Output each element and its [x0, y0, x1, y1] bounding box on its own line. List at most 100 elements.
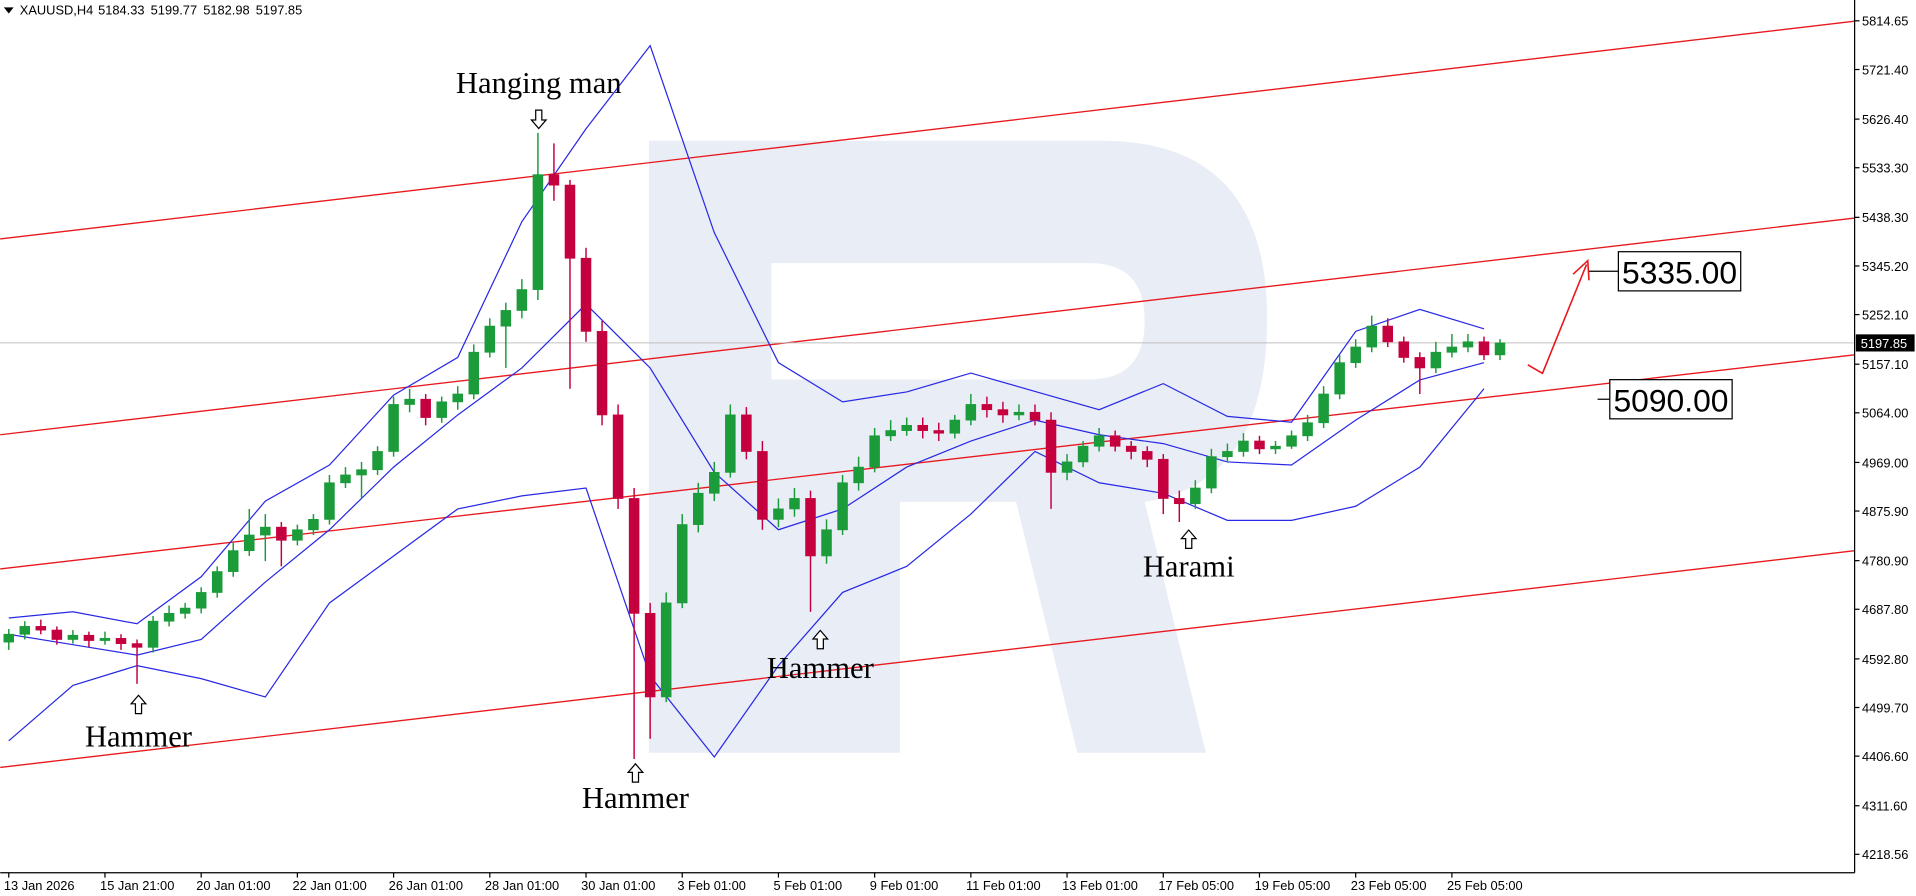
- annotation: Hammer: [582, 781, 689, 815]
- candle-body: [789, 498, 800, 510]
- x-tick-label: 25 Feb 05:00: [1447, 878, 1523, 893]
- candle-body: [1254, 440, 1265, 450]
- candle-body: [821, 529, 832, 557]
- y-tick-label: 4406.60: [1862, 749, 1908, 764]
- candle-body: [131, 643, 143, 648]
- annotation-arrow: [129, 694, 148, 715]
- channel-line: [0, 354, 1855, 570]
- x-tick-label: 13 Jan 2026: [4, 878, 75, 893]
- candle-body: [99, 638, 111, 641]
- y-tick-label: 4311.60: [1862, 799, 1907, 814]
- band-line: [8, 44, 1485, 625]
- candle-body: [805, 498, 816, 557]
- header-triangle: [3, 7, 14, 14]
- x-tick-label: 19 Feb 05:00: [1255, 878, 1331, 893]
- candle-body: [115, 638, 127, 645]
- candle-body: [1238, 440, 1249, 452]
- candle-body: [147, 620, 159, 648]
- candle-body: [452, 393, 463, 403]
- candle-body: [67, 634, 79, 640]
- candle-body: [1446, 346, 1458, 353]
- annotation: Hammer: [767, 651, 874, 685]
- x-tick-label: 9 Feb 01:00: [870, 878, 939, 893]
- candle-body: [1334, 362, 1345, 395]
- candle-body: [1206, 456, 1217, 489]
- candle-body: [244, 534, 255, 552]
- header-value: 5182.98: [203, 3, 249, 18]
- candle-body: [340, 474, 351, 484]
- candle-body: [1398, 341, 1410, 358]
- y-tick-label: 4875.90: [1862, 504, 1908, 519]
- candle-body: [596, 330, 608, 416]
- candle-body: [227, 550, 239, 572]
- candle-body: [548, 174, 560, 186]
- candle-body: [260, 526, 271, 536]
- candle-body: [3, 633, 15, 643]
- candle-body: [1302, 422, 1313, 437]
- band-line: [8, 303, 1485, 656]
- y-tick-label: 4780.90: [1862, 554, 1908, 569]
- candle-body: [83, 634, 95, 641]
- candle-body: [965, 404, 977, 421]
- candle-body: [1045, 419, 1057, 473]
- candle-body: [692, 492, 704, 525]
- symbol: XAUUSD,H4: [20, 3, 94, 18]
- y-tick-label: 4592.80: [1862, 652, 1908, 667]
- candle-body: [757, 451, 768, 520]
- candle-body: [1125, 445, 1137, 452]
- candle-body: [1141, 451, 1153, 460]
- candle-body: [516, 289, 528, 311]
- candle-body: [163, 612, 175, 622]
- candle-body: [580, 257, 592, 332]
- candle-body: [292, 529, 303, 541]
- candle-body: [19, 626, 31, 635]
- candle-body: [388, 404, 399, 452]
- candle-body: [709, 471, 720, 494]
- candle-body: [404, 398, 415, 405]
- y-tick-label: 5438.30: [1862, 210, 1908, 225]
- candle-body: [1077, 445, 1089, 463]
- arrow-path: [1527, 264, 1588, 375]
- channel-line: [0, 550, 1855, 769]
- candle-body: [837, 482, 848, 531]
- candle-body: [1270, 445, 1281, 450]
- candle-body: [564, 184, 576, 259]
- y-tick-label: 4969.00: [1862, 455, 1908, 470]
- candle-body: [1478, 341, 1490, 356]
- target-box: [1609, 379, 1733, 420]
- candle-body: [276, 526, 287, 541]
- candle-body: [1462, 341, 1474, 348]
- y-tick-label: 5252.10: [1862, 307, 1908, 322]
- annotation-arrow: [1180, 529, 1198, 549]
- candle-body: [853, 466, 864, 484]
- band-line: [8, 388, 1485, 758]
- y-tick-label: 4687.80: [1862, 602, 1908, 617]
- candle-body: [628, 498, 640, 614]
- candle-body: [1158, 458, 1169, 499]
- plot-area: [0, 20, 1855, 769]
- candle-body: [869, 435, 880, 468]
- x-tick-label: 23 Feb 05:00: [1351, 878, 1427, 893]
- candle-body: [676, 524, 688, 604]
- candle-body: [1286, 435, 1297, 447]
- candle-body: [1109, 435, 1121, 447]
- y-tick-label: 5345.20: [1862, 259, 1908, 274]
- candle-body: [195, 592, 207, 609]
- candle-body: [1430, 351, 1442, 369]
- x-tick-label: 20 Jan 01:00: [196, 878, 270, 893]
- candle-body: [420, 398, 431, 418]
- y-tick-label: 5721.40: [1862, 62, 1908, 77]
- candle-body: [356, 469, 367, 476]
- candle-body: [1350, 346, 1361, 364]
- target-label: 5335.00: [1622, 255, 1737, 291]
- candle-body: [436, 401, 447, 418]
- candle-body: [981, 404, 993, 411]
- annotation: Hanging man: [456, 66, 622, 100]
- y-tick-label: 5533.30: [1862, 161, 1908, 176]
- candle-body: [500, 310, 512, 327]
- candle-body: [308, 518, 319, 531]
- x-tick-label: 13 Feb 01:00: [1062, 878, 1138, 893]
- x-tick-label: 15 Jan 21:00: [100, 878, 174, 893]
- candle-body: [1190, 487, 1201, 505]
